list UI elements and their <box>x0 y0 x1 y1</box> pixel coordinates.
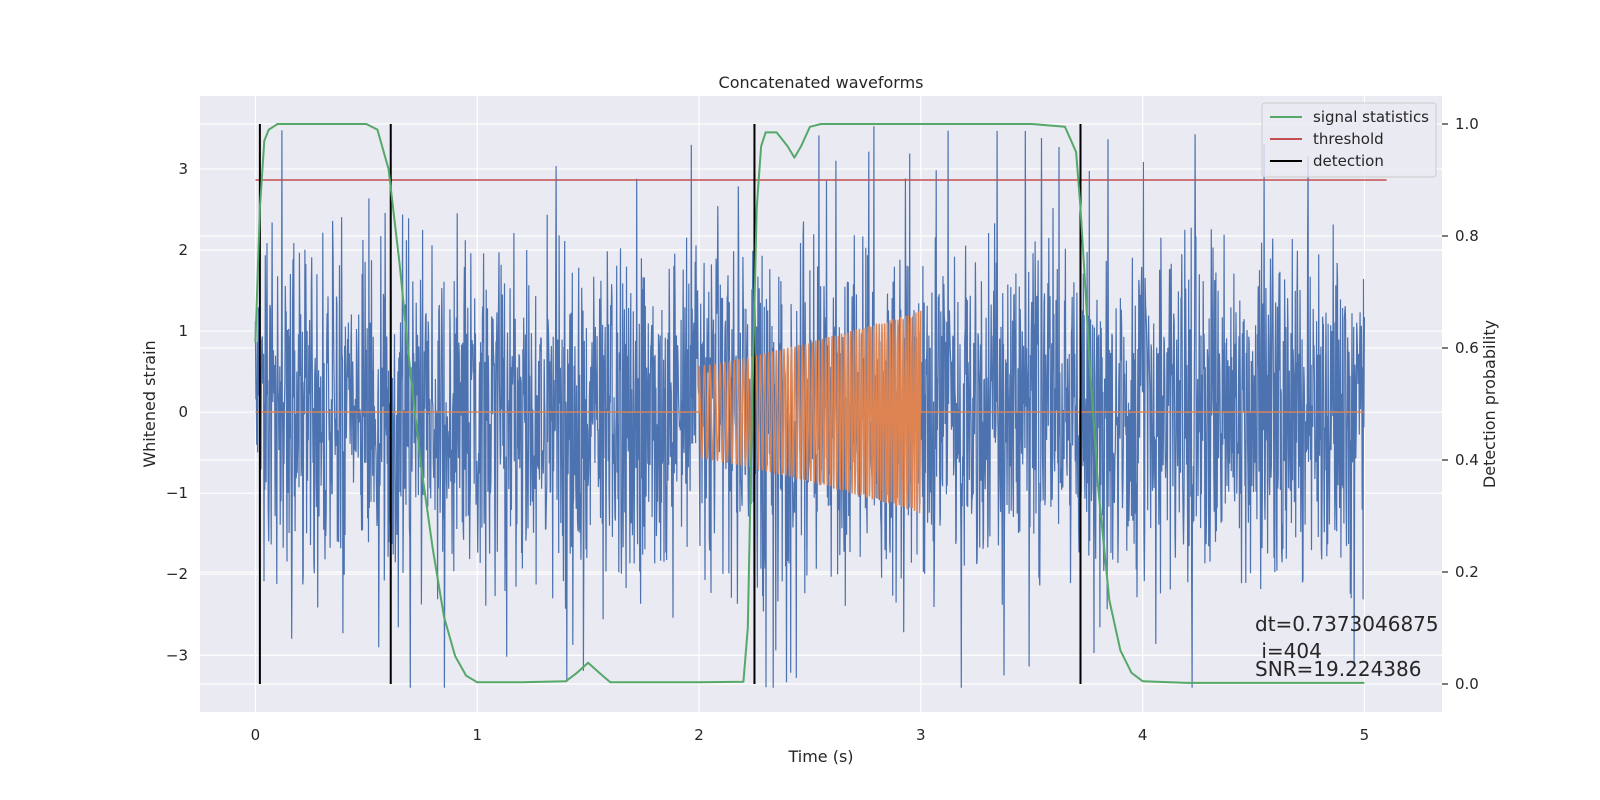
y-axis-ticks: −3 −2 −1 0 1 2 3 <box>166 160 188 664</box>
y-tick-label: 2 <box>178 241 188 259</box>
x-tick-label: 3 <box>916 726 926 744</box>
right-y-tick-label: 0.8 <box>1455 227 1479 245</box>
annotation-snr: SNR=19.224386 <box>1255 657 1421 681</box>
right-y-tick-label: 0.2 <box>1455 563 1479 581</box>
plot-area <box>254 123 1387 688</box>
y-tick-label: 1 <box>178 322 188 340</box>
chart-title: Concatenated waveforms <box>719 73 924 92</box>
x-tick-label: 5 <box>1360 726 1370 744</box>
strain-series-line <box>254 126 1365 688</box>
right-y-tick-label: 0.0 <box>1455 675 1479 693</box>
y-tick-label: −3 <box>166 646 188 664</box>
right-y-tick-label: 0.4 <box>1455 451 1479 469</box>
template-series-line <box>255 310 1365 514</box>
right-y-axis-ticks: 0.0 0.2 0.4 0.6 0.8 1.0 <box>1442 115 1479 693</box>
x-tick-label: 0 <box>251 726 261 744</box>
y-axis-label: Whitened strain <box>140 340 159 467</box>
x-axis-ticks: 0 1 2 3 4 5 <box>251 726 1369 744</box>
signal-statistics-line <box>254 123 1365 684</box>
y-tick-label: 0 <box>178 403 188 421</box>
legend-label-detection: detection <box>1313 152 1384 170</box>
legend-box <box>1261 102 1437 178</box>
right-y-axis-label: Detection probability <box>1480 320 1499 488</box>
legend-label-signal-statistics: signal statistics <box>1313 108 1429 126</box>
x-tick-label: 2 <box>694 726 704 744</box>
y-tick-label: −1 <box>166 484 188 502</box>
right-y-tick-label: 1.0 <box>1455 115 1479 133</box>
x-axis-label: Time (s) <box>787 747 853 766</box>
y-tick-label: 3 <box>178 160 188 178</box>
legend-label-threshold: threshold <box>1313 130 1384 148</box>
annotation-index: i=404 <box>1255 639 1322 663</box>
annotation-dt: dt=0.7373046875 <box>1255 612 1439 636</box>
legend: signal statistics threshold detection <box>1261 102 1437 178</box>
x-tick-label: 4 <box>1138 726 1148 744</box>
x-tick-label: 1 <box>472 726 482 744</box>
y-tick-label: −2 <box>166 565 188 583</box>
right-y-tick-label: 0.6 <box>1455 339 1479 357</box>
